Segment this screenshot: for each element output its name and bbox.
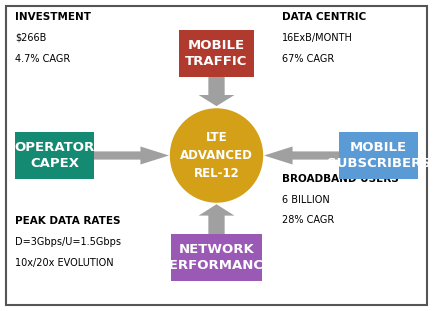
- FancyBboxPatch shape: [339, 132, 418, 179]
- Text: 16ExB/MONTH: 16ExB/MONTH: [282, 33, 353, 43]
- FancyBboxPatch shape: [171, 234, 262, 281]
- Text: 28% CAGR: 28% CAGR: [282, 215, 335, 225]
- Polygon shape: [199, 204, 234, 234]
- Polygon shape: [199, 77, 234, 106]
- Text: OPERATOR
CAPEX: OPERATOR CAPEX: [14, 141, 94, 170]
- Polygon shape: [94, 146, 169, 165]
- Text: D=3Gbps/U=1.5Gbps: D=3Gbps/U=1.5Gbps: [15, 237, 121, 247]
- Ellipse shape: [170, 108, 263, 203]
- Text: LTE
ADVANCED
REL-12: LTE ADVANCED REL-12: [180, 131, 253, 180]
- Polygon shape: [264, 146, 339, 165]
- Text: NETWORK
PERFORMANCE: NETWORK PERFORMANCE: [160, 243, 273, 272]
- Text: 67% CAGR: 67% CAGR: [282, 54, 335, 64]
- Text: MOBILE
TRAFFIC: MOBILE TRAFFIC: [185, 39, 248, 68]
- FancyBboxPatch shape: [179, 30, 254, 77]
- Text: $266B: $266B: [15, 33, 46, 43]
- Text: INVESTMENT: INVESTMENT: [15, 12, 91, 22]
- Text: MOBILE
SUBSCRIBERS: MOBILE SUBSCRIBERS: [326, 141, 430, 170]
- FancyBboxPatch shape: [15, 132, 94, 179]
- Text: 10x/20x EVOLUTION: 10x/20x EVOLUTION: [15, 258, 113, 268]
- Text: 4.7% CAGR: 4.7% CAGR: [15, 54, 70, 64]
- Text: PEAK DATA RATES: PEAK DATA RATES: [15, 216, 120, 226]
- Text: 6 BILLION: 6 BILLION: [282, 194, 330, 205]
- Text: BROADBAND USERS: BROADBAND USERS: [282, 174, 399, 184]
- Text: DATA CENTRIC: DATA CENTRIC: [282, 12, 366, 22]
